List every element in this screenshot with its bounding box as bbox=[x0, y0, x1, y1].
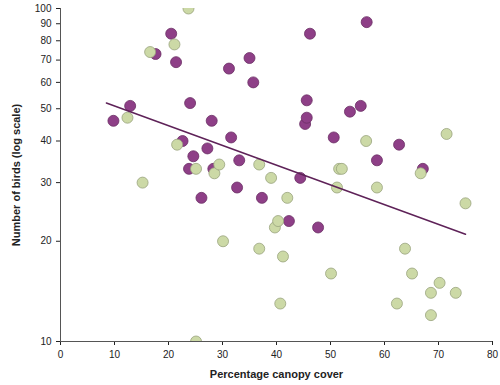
svg-text:20: 20 bbox=[163, 349, 175, 360]
svg-text:20: 20 bbox=[40, 235, 52, 246]
svg-text:0: 0 bbox=[58, 349, 64, 360]
svg-text:Number of birds (log scale): Number of birds (log scale) bbox=[10, 103, 22, 246]
svg-text:90: 90 bbox=[40, 18, 52, 29]
svg-text:50: 50 bbox=[325, 349, 337, 360]
svg-text:10: 10 bbox=[40, 336, 52, 347]
svg-text:40: 40 bbox=[271, 349, 283, 360]
svg-text:80: 80 bbox=[487, 349, 499, 360]
svg-text:Percentage canopy cover: Percentage canopy cover bbox=[210, 368, 344, 380]
svg-text:80: 80 bbox=[40, 35, 52, 46]
svg-text:70: 70 bbox=[40, 54, 52, 65]
svg-text:60: 60 bbox=[379, 349, 391, 360]
svg-text:100: 100 bbox=[35, 3, 52, 14]
svg-text:70: 70 bbox=[433, 349, 445, 360]
svg-text:10: 10 bbox=[109, 349, 121, 360]
svg-text:60: 60 bbox=[40, 77, 52, 88]
svg-text:30: 30 bbox=[217, 349, 229, 360]
svg-text:30: 30 bbox=[40, 177, 52, 188]
svg-text:40: 40 bbox=[40, 135, 52, 146]
svg-text:50: 50 bbox=[40, 103, 52, 114]
